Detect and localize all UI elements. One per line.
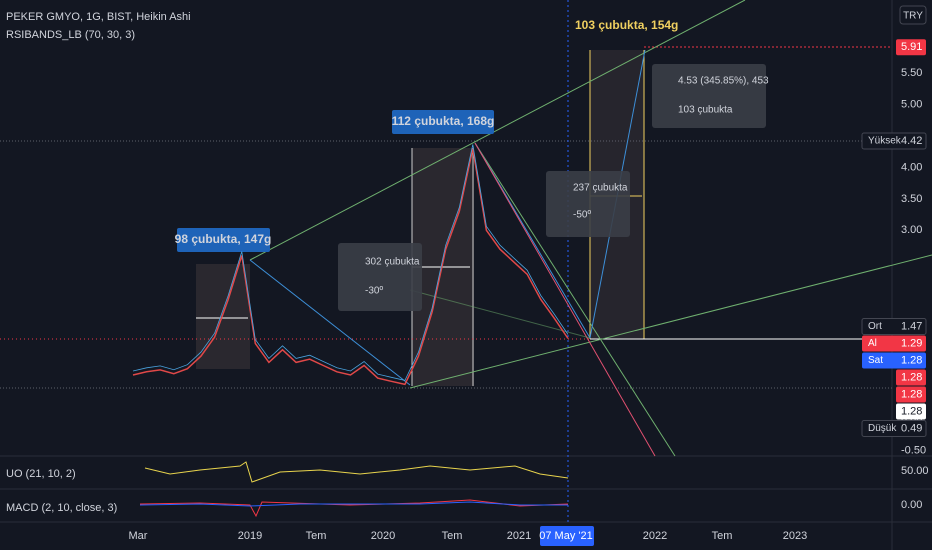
- price-tag-value: 1.47: [901, 320, 922, 332]
- price-tag-value: 1.28: [901, 388, 922, 400]
- range-label: 103 çubukta, 154g: [575, 18, 678, 32]
- price-tag-name: Sat: [868, 355, 883, 366]
- price-tick-label: -0.50: [901, 444, 926, 456]
- info-text: 302 çubukta: [365, 257, 420, 268]
- trend-line: [474, 142, 676, 457]
- trend-line: [409, 254, 932, 389]
- price-tag-name: Yüksek: [868, 136, 902, 147]
- price-tag: [862, 352, 926, 369]
- price-tag: [896, 369, 926, 386]
- price-tag-value: 4.42: [901, 135, 922, 147]
- trend-line: [249, 259, 411, 386]
- price-tag: [896, 386, 926, 403]
- price-tick-label: 5.50: [901, 67, 922, 79]
- price-tag: [861, 318, 927, 336]
- symbol-title: PEKER GMYO, 1G, BIST, Heikin Ashi: [6, 11, 191, 23]
- uo-line: [144, 461, 569, 483]
- price-tag-value: 1.28: [901, 354, 922, 366]
- time-label: 2020: [371, 530, 395, 542]
- time-label: Tem: [712, 530, 733, 542]
- price-tag: [861, 132, 927, 150]
- info-box: [652, 64, 766, 128]
- price-tag-value: 1.29: [901, 337, 922, 349]
- currency-box[interactable]: [899, 5, 927, 25]
- price-tag-value: 5.91: [901, 41, 922, 53]
- price-tag-name: Düşük: [868, 423, 897, 434]
- price-tag-value: 0.49: [901, 422, 922, 434]
- price-tag: [896, 403, 926, 420]
- info-text: 103 çubukta: [678, 105, 733, 116]
- info-text: -50º: [573, 210, 591, 221]
- price-tag: [862, 335, 926, 352]
- range-label: 98 çubukta, 147g: [175, 232, 272, 246]
- price-line-upper: [132, 144, 569, 381]
- trend-line: [409, 289, 591, 339]
- indicator-label: UO (21, 10, 2): [6, 468, 76, 480]
- range-label: 112 çubukta, 168g: [392, 114, 495, 128]
- label-box: [392, 110, 494, 134]
- price-tag-value: 1.28: [901, 371, 922, 383]
- signal-line: [139, 501, 568, 507]
- uo-tick: 50.00: [901, 465, 929, 477]
- price-tick-label: 3.00: [901, 224, 922, 236]
- price-tag: [896, 39, 926, 56]
- time-label: Tem: [442, 530, 463, 542]
- price-tag: [861, 420, 927, 438]
- time-label: 2023: [783, 530, 807, 542]
- label-box: [177, 228, 270, 252]
- currency[interactable]: TRY: [903, 11, 923, 22]
- trend-line: [474, 142, 656, 457]
- time-label: Tem: [306, 530, 327, 542]
- price-tick-label: 5.00: [901, 98, 922, 110]
- indicator-label: RSIBANDS_LB (70, 30, 3): [6, 29, 135, 41]
- time-label: Mar: [129, 530, 148, 542]
- indicator-label: MACD (2, 10, close, 3): [6, 502, 117, 514]
- price-tick-label: 3.50: [901, 193, 922, 205]
- range-box: [196, 264, 250, 369]
- time-highlight: [540, 526, 594, 546]
- price-line: [132, 148, 569, 386]
- time-label: 2019: [238, 530, 262, 542]
- price-tag-name: Ort: [868, 321, 882, 332]
- price-tick-label: 4.00: [901, 161, 922, 173]
- info-box: [546, 171, 630, 237]
- info-text: 237 çubukta: [573, 183, 628, 194]
- info-box: [338, 243, 422, 311]
- trend-line: [249, 0, 746, 261]
- macd-tick: 0.00: [901, 499, 922, 511]
- info-text: 4.53 (345.85%), 453: [678, 76, 769, 87]
- price-tag-value: 1.28: [901, 405, 922, 417]
- time-label: 2022: [643, 530, 667, 542]
- info-text: -30º: [365, 286, 383, 297]
- time-label: 2021: [507, 530, 531, 542]
- time-label: 07 May '21: [539, 530, 592, 542]
- price-tag-name: Al: [868, 338, 877, 349]
